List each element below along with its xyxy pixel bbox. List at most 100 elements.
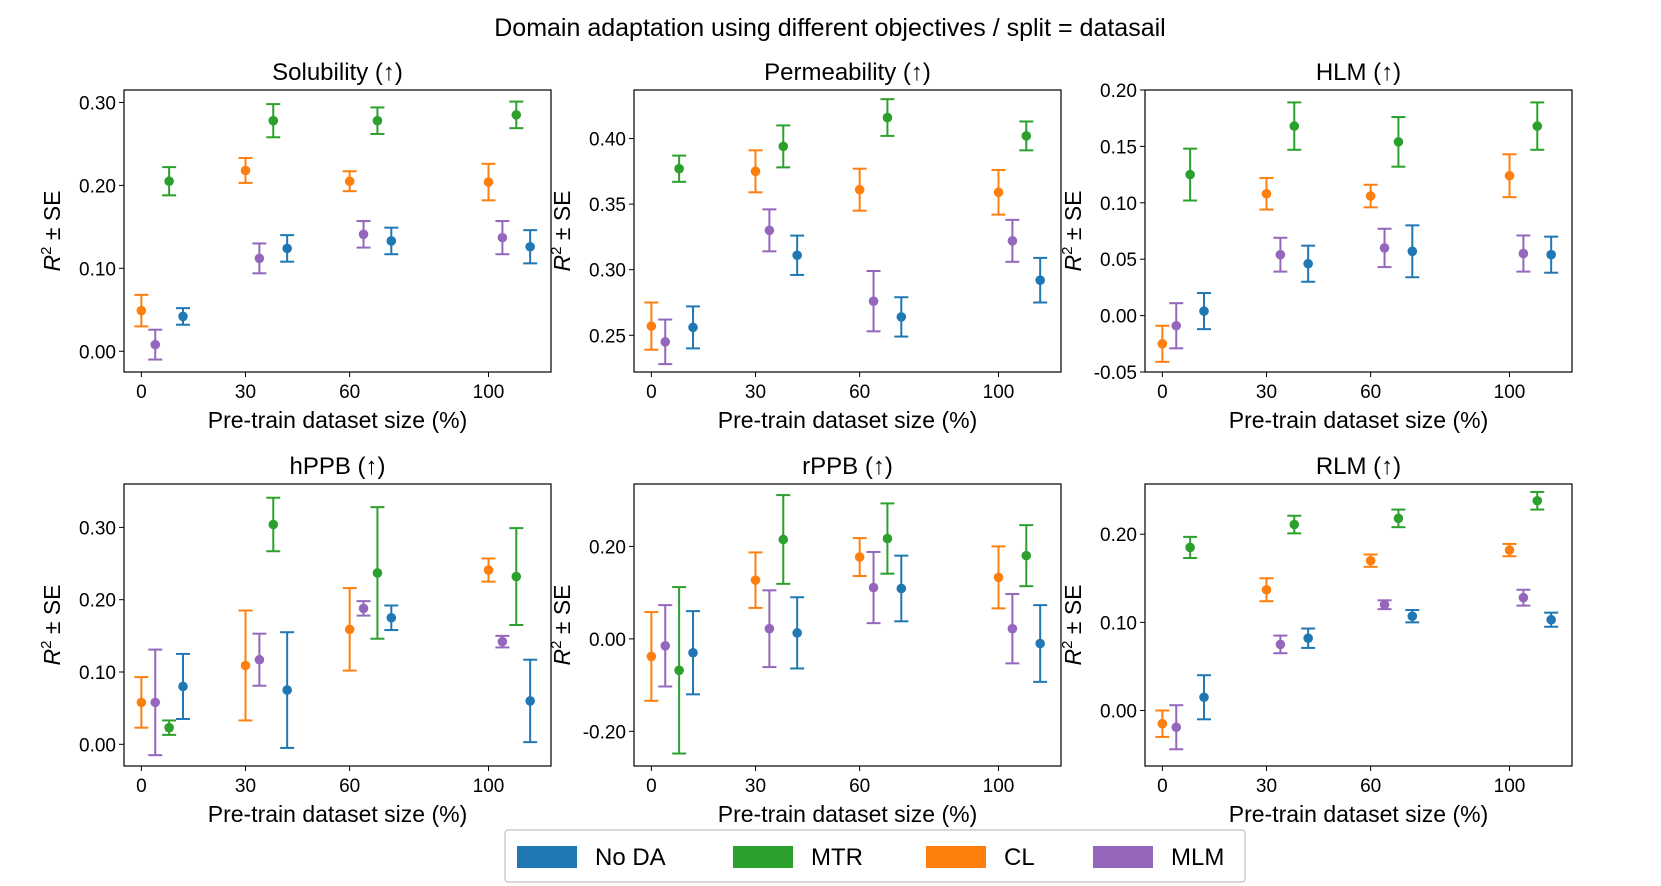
y-tick-label: 0.00 (79, 735, 116, 756)
data-point (1185, 542, 1195, 553)
data-point (1518, 248, 1529, 259)
y-axis-label-rest: ± SE (39, 190, 65, 246)
data-point (240, 660, 251, 671)
data-point (1289, 519, 1300, 530)
panel-permeability: Permeability (↑) 0 30 60 100 0.25 0.30 0.35 0.40… (548, 59, 1062, 433)
y-axis-label-sup: 2 (548, 247, 565, 255)
x-axis-label: Pre-train dataset size (%) (208, 407, 467, 433)
data-point (358, 603, 369, 614)
data-point (268, 519, 279, 530)
data-point (1199, 306, 1209, 316)
series-cl (644, 149, 1006, 351)
x-tick-label: 30 (1256, 382, 1277, 403)
data-point (483, 177, 494, 187)
y-tick-label: 0.30 (79, 93, 116, 114)
y-tick-label: 0.00 (1100, 701, 1137, 722)
data-point (993, 572, 1004, 583)
y-axis-label-sup: 2 (1059, 247, 1076, 255)
series-mlm (148, 220, 510, 361)
plot-frame (633, 483, 1062, 767)
y-axis-label-r: R (39, 255, 65, 272)
data-point (358, 229, 369, 240)
y-tick-label: 0.10 (1100, 194, 1137, 215)
y-tick-label: 0.10 (1100, 613, 1137, 634)
y-axis-label-sup: 2 (38, 641, 55, 649)
data-point (1261, 584, 1272, 595)
data-point (254, 253, 265, 264)
data-point (164, 176, 174, 187)
y-axis-label-sup: 2 (38, 247, 55, 255)
x-tick-label: 60 (339, 382, 360, 403)
x-tick-label: 100 (473, 382, 505, 403)
series-mlm (1169, 588, 1531, 751)
x-tick-label: 0 (136, 382, 147, 403)
data-point (372, 568, 383, 578)
x-tick-label: 30 (1256, 776, 1277, 797)
legend-frame (504, 829, 1246, 883)
data-point (178, 311, 188, 322)
panel-title: hPPB (↑) (289, 453, 385, 480)
data-point (483, 565, 494, 575)
data-point (497, 232, 508, 243)
data-point (1546, 249, 1556, 260)
y-tick-label: 0.20 (1100, 81, 1137, 102)
x-tick-label: 30 (235, 776, 256, 797)
x-tick-label: 0 (1157, 776, 1168, 797)
data-point (1289, 121, 1300, 131)
data-point (1171, 320, 1182, 331)
data-point (150, 339, 161, 350)
series-no-da (176, 226, 538, 326)
data-point (240, 165, 251, 176)
series-no-da (1197, 609, 1559, 721)
data-point (254, 654, 265, 665)
legend-entry-no-da: No DA (517, 844, 666, 871)
panel-rlm: RLM (↑) 0 30 60 100 0.00 0.10 0.20 Pre-train dat… (1059, 453, 1573, 827)
series-no-da (686, 234, 1048, 350)
y-axis-label: R2 ± SE (38, 190, 65, 271)
data-point (854, 184, 865, 195)
series-mtr (672, 494, 1034, 755)
y-axis-label-r: R (549, 255, 575, 272)
x-tick-label: 100 (1494, 776, 1526, 797)
data-point (750, 575, 761, 585)
series-cl (1155, 153, 1517, 363)
x-tick-label: 0 (646, 776, 657, 797)
y-tick-label: 0.20 (79, 591, 116, 612)
data-point (750, 166, 761, 177)
data-point (688, 322, 698, 333)
x-tick-label: 60 (339, 776, 360, 797)
data-point (882, 112, 893, 123)
x-tick-label: 0 (646, 382, 657, 403)
data-point (1171, 722, 1182, 733)
data-point (511, 110, 522, 120)
series-no-da (1197, 224, 1559, 331)
data-point (674, 163, 684, 174)
y-axis-label: R2 ± SE (1059, 190, 1086, 271)
data-point (1407, 246, 1418, 257)
data-point (1157, 718, 1168, 729)
data-point (525, 696, 535, 706)
data-point (1303, 633, 1313, 644)
data-point (1157, 339, 1168, 349)
y-tick-label: 0.25 (589, 326, 626, 347)
data-point (1199, 692, 1209, 703)
data-point (896, 583, 907, 594)
data-point (136, 697, 147, 708)
y-axis-label-sup: 2 (1059, 641, 1076, 649)
data-point (1518, 592, 1529, 603)
x-tick-label: 60 (849, 776, 870, 797)
x-axis-label: Pre-train dataset size (%) (208, 801, 467, 827)
legend-entry-mlm: MLM (1093, 844, 1224, 871)
x-tick-label: 30 (745, 776, 766, 797)
data-point (646, 651, 657, 662)
data-point (344, 176, 355, 187)
data-point (1365, 555, 1376, 566)
series-mlm (658, 208, 1020, 366)
plot-frame (123, 483, 552, 767)
y-axis-label-rest: ± SE (39, 584, 65, 640)
legend-label-mlm: MLM (1171, 844, 1224, 871)
data-point (660, 337, 671, 347)
data-point (674, 665, 684, 676)
panel-title: rPPB (↑) (802, 453, 893, 480)
series-mtr (672, 98, 1034, 183)
